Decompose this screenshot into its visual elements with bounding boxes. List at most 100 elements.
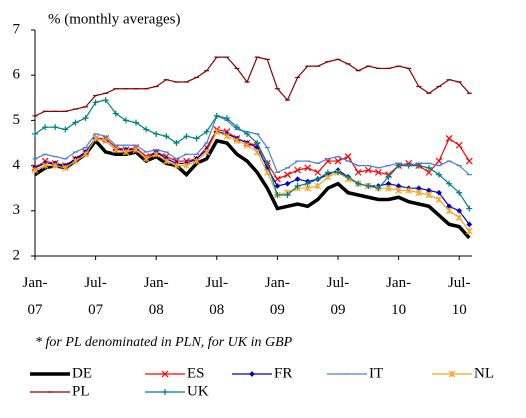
marker — [425, 168, 433, 176]
marker — [364, 166, 372, 174]
marker — [82, 150, 89, 158]
marker — [173, 140, 180, 146]
series — [32, 56, 472, 117]
marker — [153, 130, 160, 137]
marker — [213, 112, 220, 119]
marker — [425, 191, 433, 199]
marker — [223, 115, 230, 122]
marker — [163, 133, 170, 140]
marker — [385, 180, 392, 187]
marker — [435, 196, 443, 203]
marker — [395, 183, 402, 189]
marker — [436, 171, 442, 178]
marker — [446, 180, 453, 187]
legend-label: NL — [474, 365, 494, 381]
x-tick-label-box: Jan- 08 — [144, 275, 169, 318]
marker — [314, 176, 321, 183]
legend-label: UK — [187, 383, 209, 399]
marker — [233, 137, 241, 145]
legend-marker — [249, 371, 255, 377]
marker — [445, 135, 453, 142]
marker — [304, 164, 312, 172]
marker — [385, 184, 392, 192]
marker — [143, 126, 150, 133]
marker — [294, 182, 301, 189]
x-tick-label-box: Jul- 08 — [206, 275, 229, 318]
marker — [415, 189, 423, 197]
marker — [284, 180, 291, 187]
marker — [415, 185, 422, 192]
marker — [465, 157, 473, 165]
marker — [355, 180, 362, 187]
marker — [254, 140, 261, 146]
marker — [244, 130, 251, 137]
marker — [203, 148, 211, 156]
marker — [61, 164, 69, 172]
marker — [274, 191, 281, 198]
marker — [466, 205, 473, 212]
marker — [31, 166, 39, 174]
marker — [92, 99, 99, 106]
x-tick-label: Jan- 10 — [386, 275, 412, 318]
marker — [354, 168, 362, 176]
marker — [334, 157, 342, 165]
marker — [304, 180, 311, 187]
x-tick-label-box: Jan- 07 — [22, 275, 48, 318]
marker — [284, 171, 291, 179]
legend-label: FR — [274, 365, 292, 381]
x-tick-label-box: Jul- 09 — [327, 275, 350, 318]
marker — [455, 141, 463, 149]
marker — [385, 173, 392, 180]
x-tick-label-box: Jul- 07 — [84, 275, 107, 318]
marker — [365, 182, 372, 189]
x-tick-label-box: Jul- 10 — [447, 275, 471, 318]
marker — [425, 164, 432, 171]
chart-note: * for PL denominated in PLN, for UK in G… — [35, 335, 293, 350]
marker — [102, 97, 109, 104]
x-tick-label-box: Jan- 10 — [386, 275, 412, 318]
marker — [112, 110, 119, 117]
y-tick-label: 4 — [13, 157, 21, 173]
marker — [193, 135, 200, 142]
marker — [183, 133, 190, 140]
marker — [374, 168, 382, 176]
marker — [294, 176, 301, 183]
x-tick-label: Jul- 10 — [447, 275, 471, 318]
marker — [112, 146, 120, 154]
marker — [243, 141, 251, 149]
line — [34, 56, 470, 117]
y-tick-label: 7 — [13, 21, 21, 37]
marker — [41, 162, 49, 170]
marker — [51, 162, 59, 170]
marker — [71, 157, 79, 165]
marker — [314, 182, 322, 190]
marker — [62, 126, 69, 133]
marker — [52, 124, 59, 131]
marker — [294, 166, 302, 174]
y-tick-label: 3 — [13, 202, 21, 218]
marker — [405, 162, 412, 169]
marker — [455, 214, 463, 222]
legend-marker — [448, 370, 456, 378]
marker — [102, 137, 110, 145]
line — [34, 137, 471, 240]
series — [32, 97, 473, 212]
marker — [133, 119, 139, 126]
marker — [234, 124, 240, 131]
marker — [92, 135, 100, 142]
marker — [203, 128, 210, 135]
marker — [122, 117, 129, 124]
x-tick-label-box: Jan- 09 — [265, 275, 290, 318]
marker — [456, 189, 463, 196]
legend-label: IT — [369, 365, 383, 381]
x-tick-label: Jul- 07 — [84, 275, 107, 318]
y-tick-label: 6 — [13, 67, 21, 83]
x-tick-label: Jan- 07 — [22, 275, 48, 318]
marker — [395, 162, 402, 169]
series — [34, 137, 471, 240]
marker — [436, 189, 442, 196]
legend-label: ES — [187, 365, 205, 381]
marker — [162, 157, 170, 165]
marker — [345, 173, 352, 180]
marker — [193, 157, 201, 165]
